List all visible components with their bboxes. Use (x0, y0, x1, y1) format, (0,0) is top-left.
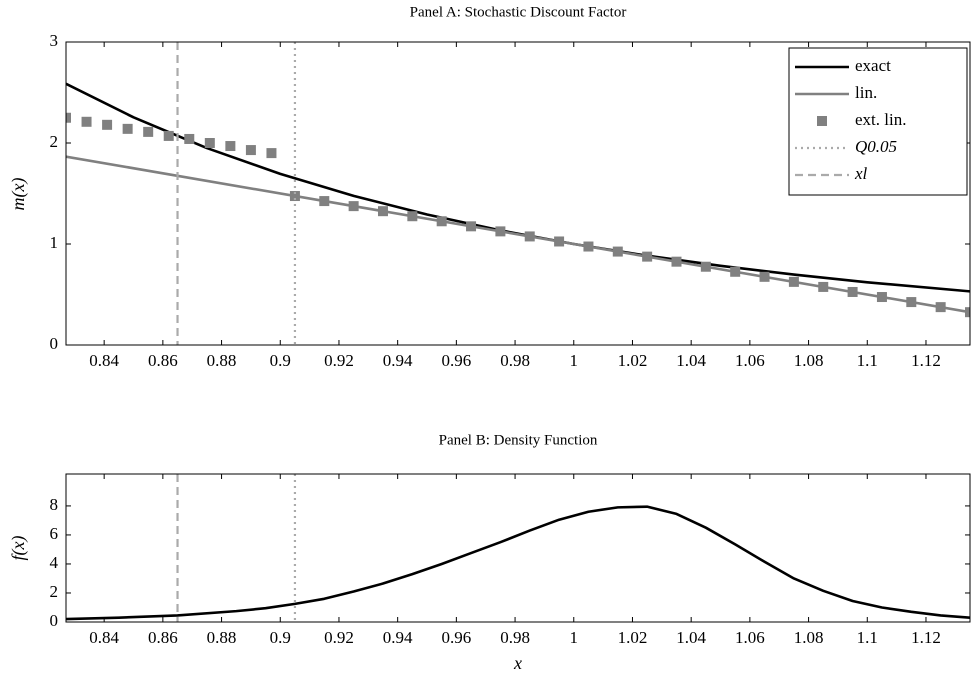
plot-frame (65, 41, 971, 346)
marker (495, 226, 506, 237)
marker (554, 236, 565, 247)
marker (759, 271, 770, 282)
x-tick-label: 1.08 (794, 628, 824, 647)
plot-area (66, 474, 970, 622)
marker (818, 281, 829, 292)
plot-frame (65, 473, 971, 623)
x-tick-label: 0.86 (148, 628, 178, 647)
y-tick-label: 8 (50, 495, 59, 514)
marker (66, 112, 71, 123)
y-axis-label: f(x) (8, 536, 29, 561)
x-axis-label: x (513, 653, 522, 673)
marker (524, 231, 535, 242)
x-tick-label: 0.9 (270, 351, 291, 370)
x-tick-label: 0.84 (89, 628, 119, 647)
x-tick-label: 0.98 (500, 628, 530, 647)
x-tick-label: 0.96 (441, 628, 471, 647)
y-axis-label: m(x) (8, 178, 29, 211)
marker (204, 138, 215, 148)
marker (436, 216, 447, 227)
x-tick-label: 1.12 (911, 351, 941, 370)
marker (466, 221, 477, 232)
x-tick-label: 1.04 (676, 628, 706, 647)
x-tick-label: 0.86 (148, 351, 178, 370)
y-tick-label: 4 (50, 553, 59, 572)
marker (81, 116, 92, 127)
x-tick-label: 0.92 (324, 351, 354, 370)
marker (122, 123, 133, 134)
marker (407, 211, 418, 222)
x-tick-label: 0.98 (500, 351, 530, 370)
marker (935, 302, 946, 313)
x-tick-label: 1.02 (618, 628, 648, 647)
x-tick-label: 1.1 (857, 351, 878, 370)
legend-label: xl (854, 164, 868, 183)
x-tick-label: 0.96 (441, 351, 471, 370)
marker (319, 196, 330, 207)
marker (102, 119, 113, 130)
marker (906, 297, 917, 308)
marker (876, 292, 887, 303)
marker (965, 307, 970, 318)
marker (700, 261, 711, 272)
marker (348, 201, 359, 212)
x-tick-label: 0.84 (89, 351, 119, 370)
legend-label: ext. lin. (855, 110, 906, 129)
y-tick-label: 2 (50, 582, 59, 601)
plot-area (66, 42, 970, 345)
marker (583, 241, 594, 252)
marker (612, 246, 623, 257)
x-tick-label: 0.88 (207, 351, 237, 370)
y-tick-label: 3 (50, 31, 59, 50)
marker (143, 126, 154, 137)
marker (245, 145, 256, 156)
marker (671, 256, 682, 267)
x-tick-label: 1.12 (911, 628, 941, 647)
x-tick-label: 1.02 (618, 351, 648, 370)
x-tick-label: 1.04 (676, 351, 706, 370)
marker (163, 130, 174, 141)
marker (788, 276, 799, 287)
x-tick-label: 1 (570, 351, 579, 370)
y-tick-label: 1 (50, 233, 59, 252)
line-series (66, 505, 970, 621)
marker (847, 286, 858, 297)
chart-title: Panel A: Stochastic Discount Factor (410, 4, 627, 20)
x-tick-label: 0.92 (324, 628, 354, 647)
y-tick-label: 0 (50, 611, 59, 630)
marker (642, 251, 653, 262)
x-tick-label: 0.9 (270, 628, 291, 647)
y-tick-label: 2 (50, 132, 59, 151)
legend-label: exact (855, 56, 891, 75)
marker (184, 133, 195, 144)
x-tick-label: 1.1 (857, 628, 878, 647)
legend-label: Q0.05 (855, 137, 897, 156)
marker (730, 266, 741, 277)
marker (289, 191, 300, 202)
chart-title: Panel B: Density Function (439, 432, 598, 448)
x-tick-label: 0.94 (383, 628, 413, 647)
y-tick-label: 6 (50, 524, 59, 543)
marker (225, 141, 236, 152)
x-tick-label: 0.88 (207, 628, 237, 647)
legend-marker (817, 116, 827, 126)
y-tick-label: 0 (50, 334, 59, 353)
x-tick-label: 0.94 (383, 351, 413, 370)
x-tick-label: 1.08 (794, 351, 824, 370)
marker (266, 148, 277, 159)
x-tick-label: 1.06 (735, 628, 765, 647)
x-tick-label: 1 (570, 628, 579, 647)
x-tick-label: 1.06 (735, 351, 765, 370)
legend-label: lin. (855, 83, 877, 102)
marker (377, 206, 388, 217)
